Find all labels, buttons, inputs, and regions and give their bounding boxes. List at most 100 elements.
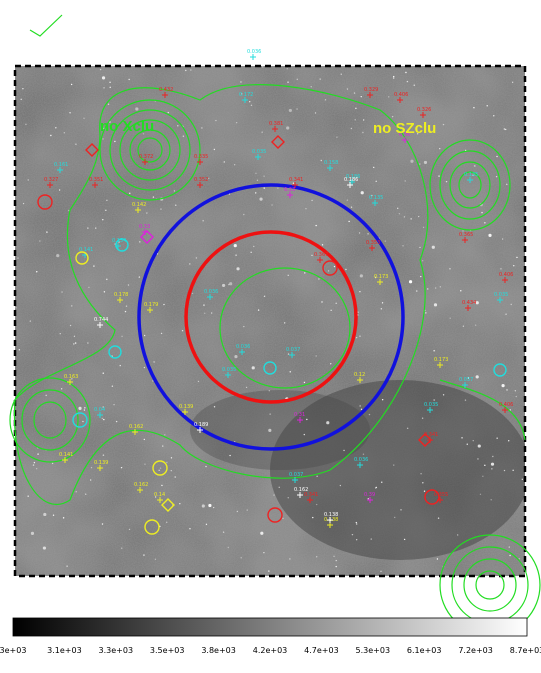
star: [62, 517, 65, 519]
magenta-source: 0.31: [294, 412, 305, 423]
star: [56, 254, 60, 258]
colorbar-tick-label: 3e+03: [0, 646, 27, 655]
star: [164, 434, 166, 436]
star: [423, 490, 426, 492]
star: [268, 428, 272, 432]
star: [321, 244, 324, 246]
star: [33, 461, 36, 464]
star: [422, 482, 424, 484]
source-label: 0.036: [354, 457, 368, 463]
star: [346, 199, 349, 201]
star: [189, 528, 191, 530]
star: [510, 303, 512, 306]
star: [229, 454, 231, 457]
star: [433, 303, 438, 307]
star: [357, 311, 359, 313]
source-cross-icon: [462, 237, 468, 243]
star: [355, 336, 358, 339]
star: [162, 445, 164, 447]
star: [37, 453, 39, 455]
red-source: 0.432: [159, 87, 173, 98]
star: [205, 465, 207, 468]
source-label: 0.39: [364, 492, 375, 498]
star: [375, 486, 377, 489]
white-source: 0.138: [324, 512, 338, 523]
star: [475, 301, 479, 305]
source-label: 0.352: [194, 177, 208, 183]
source-highlight-circle: [144, 519, 160, 535]
star: [83, 409, 86, 411]
star: [69, 112, 71, 114]
star: [488, 233, 492, 237]
star: [417, 215, 420, 218]
star: [359, 335, 361, 337]
star: [506, 183, 508, 186]
star: [512, 469, 514, 472]
star: [343, 449, 345, 452]
source-highlight-circle: [267, 507, 283, 523]
star: [208, 503, 212, 508]
star: [82, 420, 84, 423]
source-label: 0.135: [369, 195, 383, 201]
star: [69, 324, 72, 327]
star: [99, 68, 102, 71]
star: [380, 570, 382, 573]
star: [359, 290, 361, 293]
star: [490, 462, 495, 466]
flag-no-xclu: no Xclu: [100, 118, 155, 135]
source-cross-icon: [327, 517, 333, 523]
star: [20, 98, 22, 101]
star: [181, 330, 184, 332]
colorbar-tick-label: 4.2e+03: [252, 646, 288, 655]
star: [509, 554, 511, 557]
star: [506, 389, 508, 391]
source-cross-icon: [357, 377, 363, 383]
source-cross-icon: [317, 257, 323, 263]
source-highlight-circle: [152, 460, 168, 476]
star: [286, 68, 288, 70]
source-label: 0.138: [324, 512, 338, 518]
star: [243, 213, 245, 216]
star: [261, 131, 263, 133]
star: [271, 204, 273, 206]
star: [102, 454, 105, 456]
source-highlight-circle: [493, 363, 507, 377]
source-cross-icon: [97, 412, 103, 418]
star: [348, 220, 350, 223]
star: [335, 302, 337, 305]
star: [289, 371, 291, 373]
magenta-source: 0.39: [364, 492, 375, 503]
star: [243, 325, 245, 328]
star: [486, 105, 488, 107]
star: [71, 378, 73, 380]
star: [421, 417, 424, 419]
source-cross-icon: [497, 297, 503, 303]
star: [250, 251, 252, 254]
source-cross-icon: [502, 407, 508, 413]
red-source: 0.329: [364, 87, 378, 98]
star: [296, 78, 298, 80]
cyan-source: 0.037: [289, 472, 303, 483]
colorbar-tick-label: 3.8e+03: [201, 646, 236, 655]
star: [190, 69, 192, 71]
source-cross-icon: [402, 137, 408, 143]
star: [340, 73, 342, 75]
star: [501, 238, 504, 240]
source-label: 0.12: [354, 372, 365, 378]
star: [29, 320, 32, 322]
star: [51, 462, 54, 465]
star: [142, 133, 145, 135]
source-label: 0.365: [459, 232, 473, 238]
star: [445, 180, 448, 183]
source-label: 0.154: [112, 238, 126, 244]
source-cross-icon: [117, 297, 123, 303]
red-source: 0.352: [194, 177, 208, 188]
star: [263, 295, 266, 297]
star: [205, 523, 208, 526]
star: [436, 558, 439, 560]
star: [253, 245, 255, 248]
source-cross-icon: [147, 307, 153, 313]
cyan-source: 0.035: [424, 402, 438, 413]
star: [336, 136, 338, 138]
source-cross-icon: [372, 200, 378, 206]
